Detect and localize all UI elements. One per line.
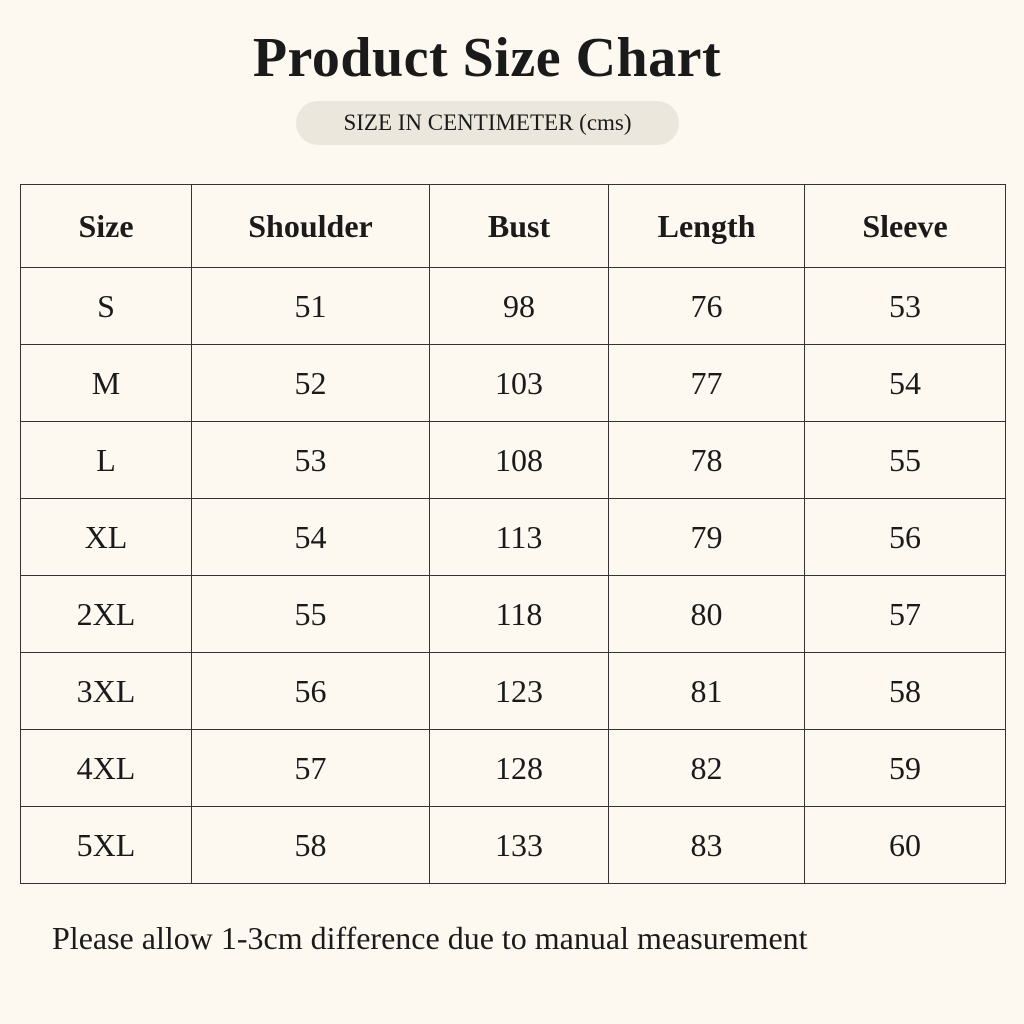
table-row: L 53 108 78 55 xyxy=(20,421,1006,499)
measurement-cell: 60 xyxy=(804,806,1006,884)
footer-note: Please allow 1-3cm difference due to man… xyxy=(52,920,808,956)
measurement-cell: 128 xyxy=(429,729,609,807)
measurement-cell: 56 xyxy=(804,498,1006,576)
size-cell: XL xyxy=(20,498,192,576)
column-header: Length xyxy=(608,184,805,268)
measurement-cell: 55 xyxy=(191,575,430,653)
measurement-cell: 57 xyxy=(191,729,430,807)
measurement-cell: 78 xyxy=(608,421,805,499)
table-row: M 52 103 77 54 xyxy=(20,344,1006,422)
measurement-cell: 98 xyxy=(429,267,609,345)
table-body: S 51 98 76 53 M 52 103 77 54 L 53 108 78 55 XL 54 113 79 56… xyxy=(20,267,1006,884)
measurement-cell: 77 xyxy=(608,344,805,422)
column-header: Size xyxy=(20,184,192,268)
measurement-cell: 108 xyxy=(429,421,609,499)
table-row: 5XL 58 133 83 60 xyxy=(20,806,1006,884)
measurement-cell: 81 xyxy=(608,652,805,730)
measurement-cell: 55 xyxy=(804,421,1006,499)
size-cell: 4XL xyxy=(20,729,192,807)
measurement-cell: 82 xyxy=(608,729,805,807)
column-header: Shoulder xyxy=(191,184,430,268)
measurement-cell: 76 xyxy=(608,267,805,345)
size-table: Size Shoulder Bust Length Sleeve S 51 98 76 53 M 5… xyxy=(20,184,1006,884)
table-head: Size Shoulder Bust Length Sleeve xyxy=(20,184,1006,268)
table-row: 2XL 55 118 80 57 xyxy=(20,575,1006,653)
column-header: Sleeve xyxy=(804,184,1006,268)
table-row: 4XL 57 128 82 59 xyxy=(20,729,1006,807)
measurement-cell: 118 xyxy=(429,575,609,653)
size-cell: L xyxy=(20,421,192,499)
size-cell: 5XL xyxy=(20,806,192,884)
size-cell: 2XL xyxy=(20,575,192,653)
table-row: S 51 98 76 53 xyxy=(20,267,1006,345)
size-cell: M xyxy=(20,344,192,422)
measurement-cell: 52 xyxy=(191,344,430,422)
measurement-cell: 83 xyxy=(608,806,805,884)
measurement-cell: 54 xyxy=(804,344,1006,422)
table-row: XL 54 113 79 56 xyxy=(20,498,1006,576)
measurement-cell: 53 xyxy=(804,267,1006,345)
title: Product Size Chart xyxy=(252,27,722,89)
measurement-cell: 58 xyxy=(191,806,430,884)
measurement-cell: 59 xyxy=(804,729,1006,807)
table-row: 3XL 56 123 81 58 xyxy=(20,652,1006,730)
measurement-cell: 133 xyxy=(429,806,609,884)
measurement-cell: 51 xyxy=(191,267,430,345)
measurement-cell: 58 xyxy=(804,652,1006,730)
subtitle-badge: SIZE IN CENTIMETER (cms) xyxy=(296,101,679,145)
column-header: Bust xyxy=(429,184,609,268)
size-cell: 3XL xyxy=(20,652,192,730)
header-row: Size Shoulder Bust Length Sleeve xyxy=(20,184,1006,268)
measurement-cell: 113 xyxy=(429,498,609,576)
measurement-cell: 103 xyxy=(429,344,609,422)
measurement-cell: 53 xyxy=(191,421,430,499)
measurement-cell: 57 xyxy=(804,575,1006,653)
size-cell: S xyxy=(20,267,192,345)
measurement-cell: 80 xyxy=(608,575,805,653)
measurement-cell: 54 xyxy=(191,498,430,576)
measurement-cell: 123 xyxy=(429,652,609,730)
measurement-cell: 56 xyxy=(191,652,430,730)
measurement-cell: 79 xyxy=(608,498,805,576)
